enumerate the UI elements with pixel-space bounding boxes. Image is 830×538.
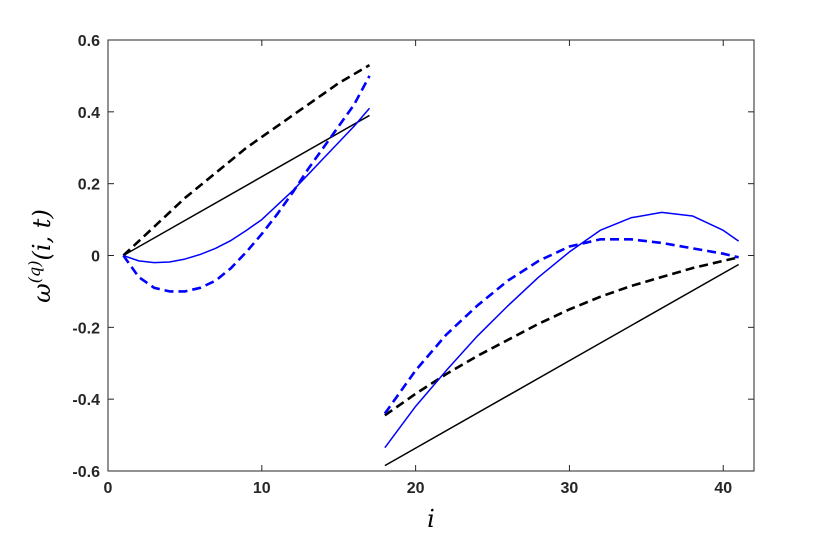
series-layer [122, 64, 740, 467]
series-line-7 [384, 211, 740, 449]
y-tick-label: -0.4 [72, 392, 100, 409]
x-tick-label: 0 [104, 480, 113, 497]
x-tick-label: 20 [407, 480, 425, 497]
y-tick-label: 0.6 [78, 33, 100, 50]
plot-area [107, 39, 755, 472]
series-line-2 [122, 64, 371, 257]
y-axis-label-sup: (q) [25, 261, 44, 284]
svg-text:ω(q)(i, t): ω(q)(i, t) [25, 209, 56, 303]
y-tick-label: 0 [91, 249, 100, 266]
y-axis-label-base: ω [28, 283, 56, 303]
x-axis-label: i [427, 505, 435, 533]
y-tick-label: -0.2 [72, 320, 100, 337]
y-tick-label: 0.4 [78, 105, 100, 122]
x-tick-label: 10 [253, 480, 271, 497]
series-line-6 [384, 256, 739, 417]
series-line-3 [123, 107, 371, 264]
series-line-8 [383, 238, 739, 415]
y-axis-label: ω(q)(i, t) [25, 209, 56, 303]
series-line-5 [384, 263, 739, 467]
y-axis-label-args: (i, t) [28, 209, 56, 260]
x-tick-label: 40 [714, 480, 732, 497]
y-tick-label: 0.2 [78, 177, 100, 194]
y-tick-label: -0.6 [72, 464, 100, 481]
x-tick-label: 30 [561, 480, 579, 497]
series-line-1 [123, 114, 370, 257]
tick-layer: 0 10 20 30 40 -0.6 -0.4 -0.2 0 0.2 0.4 0.6 [72, 33, 754, 497]
